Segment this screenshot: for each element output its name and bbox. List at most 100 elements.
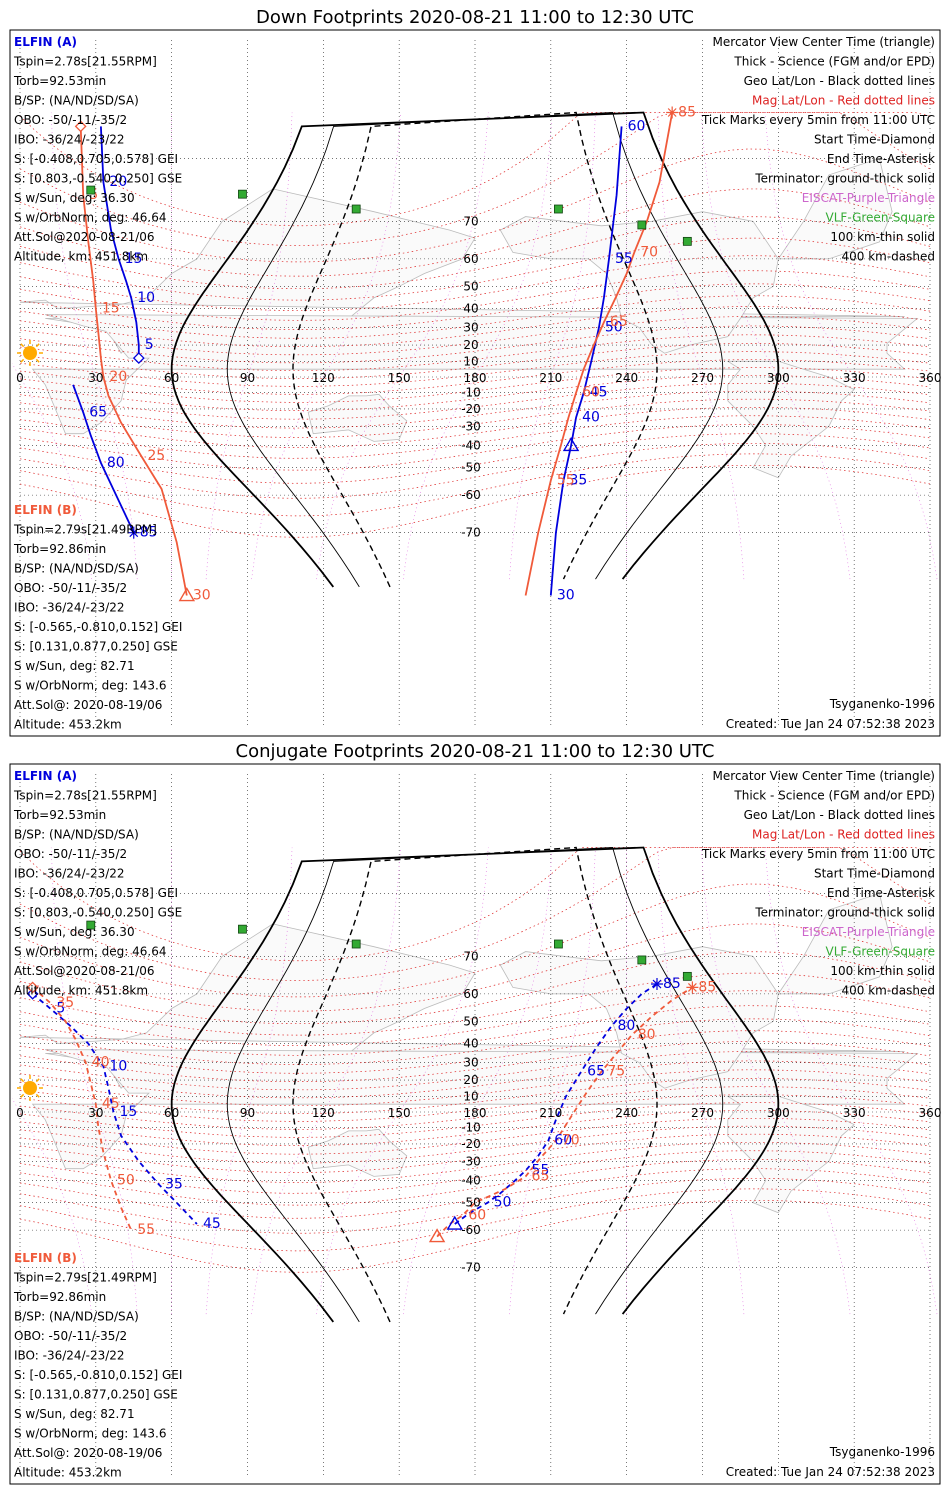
mag-parallel: [19, 1078, 931, 1114]
mag-parallel: [19, 270, 931, 321]
mag-parallel: [19, 1005, 931, 1056]
info-line: S w/Sun, deg: 36.30: [14, 191, 135, 205]
legend-geo: Geo Lat/Lon - Black dotted lines: [744, 808, 935, 822]
legend-eiscat: EISCAT-Purple-Triangle: [802, 191, 935, 205]
info-line: S: [-0.408,0.705,0.578] GEI: [14, 152, 178, 166]
track-tick-label: 15: [125, 251, 143, 267]
track-tick-label: 10: [137, 290, 155, 306]
mag-meridian: [12, 1097, 92, 1315]
info-line: Att.Sol@2020-08-21/06: [14, 230, 155, 244]
sun-ray: [20, 1078, 25, 1083]
footprint-track: [100, 126, 140, 359]
legend-end: End Time-Asterisk: [827, 152, 935, 166]
mag-parallel: [19, 1030, 931, 1074]
info-line: Tspin=2.79s[21.49RPM]: [13, 523, 157, 537]
end-asterisk: [127, 526, 140, 539]
mag-parallel: [19, 1199, 931, 1273]
x-tick-label: 210: [539, 1106, 562, 1120]
track-tick-label: 40: [92, 1055, 110, 1071]
mag-parallel: [19, 923, 931, 1012]
info-line: Torb=92.86min: [13, 1290, 106, 1304]
legend-thick: Thick - Science (FGM and/or EPD): [733, 55, 935, 69]
mag-parallel: [19, 883, 931, 998]
info-line: S w/OrbNorm, deg: 46.64: [14, 211, 166, 225]
y-tick-label: -50: [461, 1196, 481, 1210]
mag-meridian: [657, 847, 745, 1315]
created-label: Created: Tue Jan 24 07:52:38 2023: [726, 717, 935, 731]
down-footprints-panel: Down Footprints 2020-08-21 11:00 to 12:3…: [9, 7, 941, 737]
y-tick-label: 40: [463, 302, 478, 316]
y-tick-label: -40: [461, 1173, 481, 1187]
y-tick-label: -70: [461, 526, 481, 540]
y-tick-label: -60: [461, 1223, 481, 1237]
track-tick-label: 75: [607, 1064, 625, 1080]
legend-thick: Thick - Science (FGM and/or EPD): [733, 789, 935, 803]
info-line: IBO: -36/24/-23/22: [14, 601, 125, 615]
info-line: S: [0.131,0.877,0.250] GSE: [14, 1388, 178, 1402]
track-tick-label: 65: [532, 1168, 550, 1184]
info-line: S w/OrbNorm, deg: 143.6: [14, 1427, 166, 1441]
x-tick-label: 270: [691, 371, 714, 385]
legend-vlf: VLF-Green-Square: [826, 945, 935, 959]
mag-parallel: [19, 325, 931, 364]
x-tick-label: 30: [88, 371, 103, 385]
vlf-square: [86, 920, 96, 930]
track-tick-label: 85: [663, 976, 681, 992]
y-tick-label: -30: [461, 419, 481, 433]
sun-ray: [35, 343, 40, 348]
legend-mercator: Mercator View Center Time (triangle): [713, 769, 935, 783]
legend-ticks: Tick Marks every 5min from 11:00 UTC: [701, 847, 935, 861]
model-label: Tsyganenko-1996: [829, 1445, 935, 1459]
mag-meridian: [251, 112, 401, 580]
model-label: Tsyganenko-1996: [829, 697, 935, 711]
mag-parallel: [19, 306, 931, 348]
x-tick-label: 300: [767, 1106, 790, 1120]
track-tick-label: 85: [698, 979, 716, 995]
y-tick-label: 30: [463, 1056, 478, 1070]
vlf-square: [682, 236, 692, 246]
continent-outline: [726, 1095, 855, 1214]
info-line: Altitude: 453.2km: [14, 718, 122, 732]
y-tick-label: -10: [461, 386, 481, 400]
terminator-100km: [226, 112, 724, 588]
info-line: S w/OrbNorm, deg: 46.64: [14, 945, 166, 959]
track-tick-label: 10: [109, 1058, 127, 1074]
mag-parallel: [19, 1168, 931, 1219]
mag-parallel: [19, 1133, 931, 1173]
info-line: Torb=92.53min: [13, 808, 106, 822]
vlf-square: [637, 955, 647, 965]
track-tick-label: 35: [569, 473, 587, 489]
info-line: B/SP: (NA/ND/SD/SA): [14, 1310, 139, 1324]
sun-icon: [23, 346, 37, 360]
track-tick-label: 60: [468, 1208, 486, 1224]
mag-parallel: [19, 972, 931, 1036]
legend-ticks: Tick Marks every 5min from 11:00 UTC: [701, 113, 935, 127]
x-tick-label: 330: [843, 371, 866, 385]
sun-ray: [20, 343, 25, 348]
footprint-track: [524, 112, 674, 596]
info-line: S: [0.803,-0.540,0.250] GSE: [14, 906, 182, 920]
info-line: OBO: -50/-11/-35/2: [14, 581, 127, 595]
y-tick-label: 50: [463, 279, 478, 293]
continent-outline: [499, 211, 779, 354]
info-line: B/SP: (NA/ND/SD/SA): [14, 562, 139, 576]
info-line: OBO: -50/-11/-35/2: [14, 847, 127, 861]
mag-parallel: [19, 1150, 931, 1194]
panel-title-down: Down Footprints 2020-08-21 11:00 to 12:3…: [256, 7, 694, 28]
mag-parallel: [19, 334, 931, 372]
legend-km100: 100 km-thin solid: [830, 964, 935, 978]
track-tick-label: 25: [147, 448, 165, 464]
vlf-square: [238, 924, 247, 934]
track-tick-label: 60: [554, 1133, 572, 1149]
y-tick-label: 50: [463, 1014, 478, 1028]
track-tick-label: 30: [557, 588, 575, 604]
y-tick-label: 60: [463, 987, 478, 1001]
track-tick-label: 55: [557, 473, 575, 489]
info-line: B/SP: (NA/ND/SD/SA): [14, 828, 139, 842]
sun-ray: [20, 358, 25, 363]
legend-mercator: Mercator View Center Time (triangle): [713, 35, 935, 49]
y-tick-label: -30: [461, 1154, 481, 1168]
track-tick-label: 55: [615, 251, 633, 267]
created-label: Created: Tue Jan 24 07:52:38 2023: [726, 1465, 935, 1479]
start-diamond: [26, 987, 39, 1000]
